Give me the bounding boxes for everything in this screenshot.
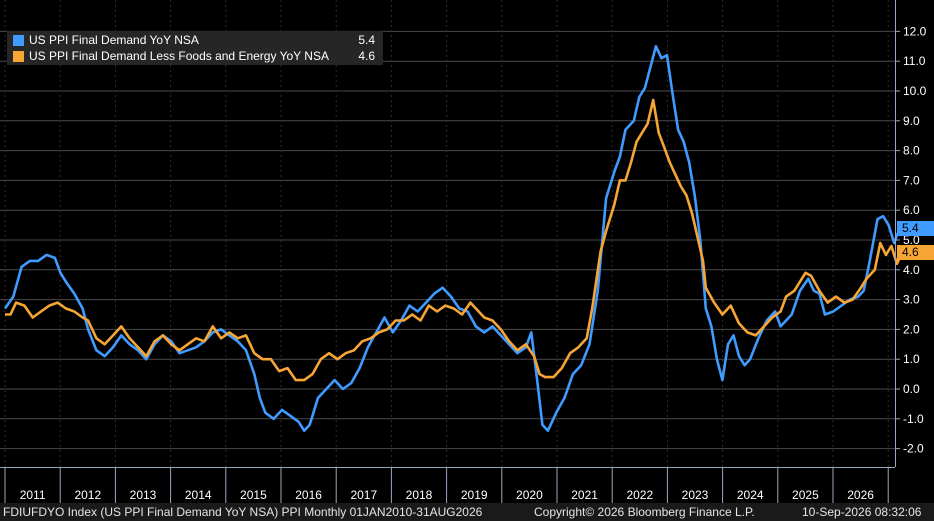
axes [0,0,900,503]
y-tick-label: 0.0 [903,382,920,396]
last-value-tag-ppi: 5.4 [897,221,934,237]
y-tick-label: 1.0 [903,352,920,366]
y-tick-label: -1.0 [903,412,924,426]
footer-ticker: FDIUFDYO Index (US PPI Final Demand YoY … [3,505,483,519]
x-tick-label: 2011 [20,488,46,502]
x-tick-label: 2020 [516,488,543,502]
x-tick-label: 2019 [461,488,488,502]
y-tick-label: -2.0 [903,442,924,456]
y-tick-label: 10.0 [903,84,927,98]
x-tick-label: 2018 [406,488,433,502]
grid-lines [0,30,895,450]
x-tick-label: 2026 [847,488,874,502]
y-tick-labels: -2.0 -1.0 0.0 1.0 2.0 3.0 4.0 5.0 6.0 7.0 8.0 9.0 10… [903,24,927,455]
x-tick-label: 2015 [240,488,267,502]
series-lines [3,45,904,432]
legend-value-ppi: 5.4 [358,33,375,47]
legend-swatch-core [13,51,24,62]
y-tick-label: 8.0 [903,144,920,158]
y-tick-label: 9.0 [903,114,920,128]
y-tick-label: 5.0 [903,233,920,247]
footer: FDIUFDYO Index (US PPI Final Demand YoY … [0,503,934,521]
legend-swatch-ppi [13,35,24,46]
x-tick-label: 2012 [74,488,101,502]
y-tick-label: 7.0 [903,173,920,187]
y-tick-label: 4.0 [903,263,920,277]
legend-value-core: 4.6 [358,49,375,63]
footer-timestamp: 10-Sep-2026 08:32:06 [802,505,922,519]
legend-label-core: US PPI Final Demand Less Foods and Energ… [29,49,329,63]
x-tick-labels: 2011 2012 2013 2014 2015 2016 2017 2018 2019 2020… [20,488,875,502]
x-tick-label: 2014 [185,488,212,502]
footer-copyright: Copyright© 2026 Bloomberg Finance L.P. [534,505,755,519]
x-tick-label: 2013 [130,488,157,502]
legend: US PPI Final Demand YoY NSA 5.4 US PPI F… [7,31,383,65]
y-tick-label: 12.0 [903,24,927,38]
legend-item-core: US PPI Final Demand Less Foods and Energ… [7,48,383,64]
series-line-core [5,98,904,382]
x-tick-label: 2023 [682,488,709,502]
y-tick-label: 11.0 [903,54,926,68]
x-tick-label: 2024 [737,488,764,502]
x-tick-label: 2025 [792,488,819,502]
series-line-ppi [3,45,901,432]
legend-item-ppi: US PPI Final Demand YoY NSA 5.4 [7,32,383,48]
x-tick-label: 2016 [295,488,322,502]
y-tick-label: 6.0 [903,203,920,217]
x-tick-label: 2022 [626,488,653,502]
y-tick-label: 2.0 [903,322,920,336]
x-tick-label: 2021 [571,488,598,502]
last-value-tag-core: 4.6 [897,244,934,260]
x-tick-label: 2017 [350,488,377,502]
year-separators [4,0,889,467]
legend-label-ppi: US PPI Final Demand YoY NSA [29,33,199,47]
y-tick-label: 3.0 [903,293,920,307]
